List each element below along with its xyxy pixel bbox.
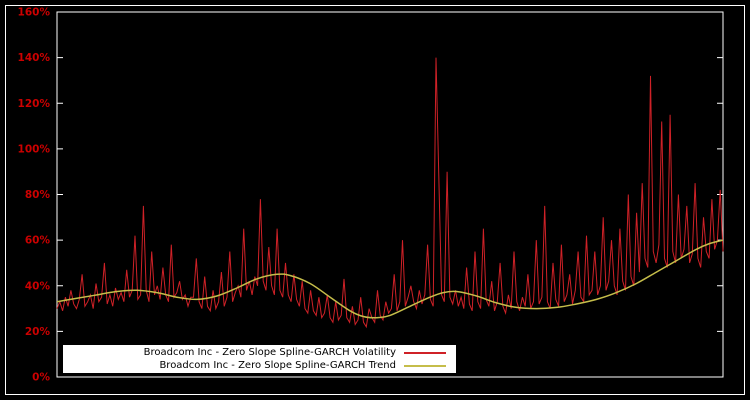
y-axis-tick-label: 140% <box>18 52 51 64</box>
y-axis-tick-label: 120% <box>18 98 51 110</box>
y-axis-tick-label: 100% <box>18 143 51 155</box>
legend-item-trend: Broadcom Inc - Zero Slope Spline-GARCH T… <box>63 359 456 372</box>
y-axis-tick-label: 60% <box>25 235 51 247</box>
y-axis-tick-label: 160% <box>18 7 51 19</box>
legend-label-trend: Broadcom Inc - Zero Slope Spline-GARCH T… <box>159 360 396 371</box>
legend-line-sample-trend <box>404 364 446 367</box>
plot-border <box>56 11 724 378</box>
legend-line-sample-volatility <box>404 351 446 354</box>
y-axis-tick-label: 40% <box>25 280 51 292</box>
legend-label-volatility: Broadcom Inc - Zero Slope Spline-GARCH V… <box>143 347 396 358</box>
volatility-line <box>56 57 724 329</box>
y-axis-tick-label: 80% <box>25 189 51 201</box>
y-axis-tick-label: 20% <box>25 326 51 338</box>
y-axis-tick-label: 0% <box>32 372 50 384</box>
legend-item-volatility: Broadcom Inc - Zero Slope Spline-GARCH V… <box>63 346 456 359</box>
legend: Broadcom Inc - Zero Slope Spline-GARCH V… <box>63 345 456 373</box>
trend-line <box>56 239 724 319</box>
